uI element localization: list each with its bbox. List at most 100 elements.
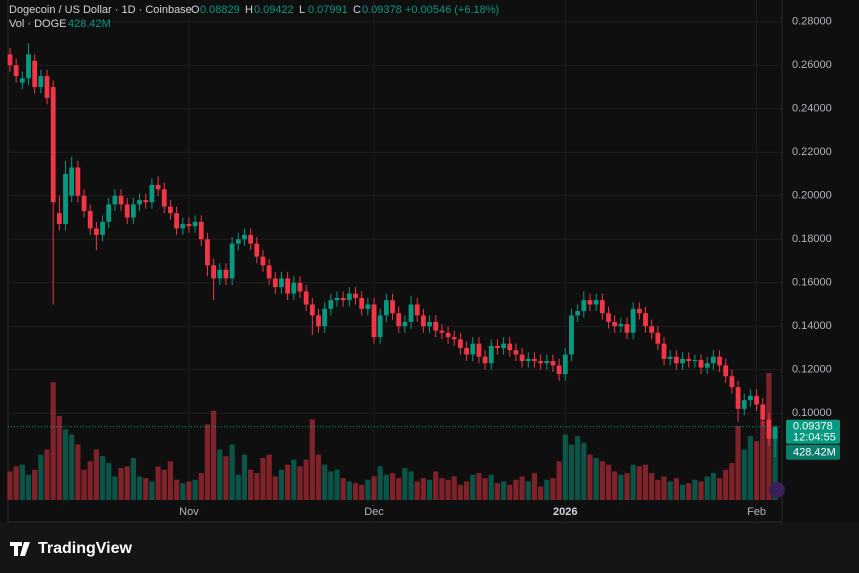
volume-bar <box>747 436 753 500</box>
candle-body <box>322 308 328 327</box>
volume-bar <box>93 449 99 500</box>
footer <box>0 522 859 573</box>
volume-bar <box>180 483 186 500</box>
ohlc-value: 0.09378 <box>362 4 402 16</box>
candle-body <box>698 359 704 368</box>
candle-body <box>328 300 334 309</box>
volume-bar <box>322 464 328 500</box>
x-tick-label: Dec <box>364 506 384 518</box>
volume-bar <box>19 464 25 500</box>
volume-bar <box>235 474 241 500</box>
volume-bar <box>285 464 291 500</box>
candle-body <box>630 308 636 333</box>
volume-bar <box>223 456 229 500</box>
candle-body <box>26 54 31 79</box>
volume-bar <box>488 474 494 500</box>
volume-bar <box>365 479 371 500</box>
candle-body <box>316 315 321 327</box>
candle-body <box>772 426 778 439</box>
candle-body <box>581 300 587 312</box>
candle-body <box>297 282 303 292</box>
candle-body <box>612 321 618 327</box>
candle-body <box>643 313 648 327</box>
candle-body <box>556 365 562 375</box>
volume-bar <box>556 461 562 500</box>
volume-bar <box>99 456 106 500</box>
volume-bar <box>599 461 605 500</box>
volume-bar <box>56 415 62 500</box>
volume-bar <box>735 425 741 500</box>
volume-bar <box>192 479 198 500</box>
y-tick-label: 0.18000 <box>792 233 832 245</box>
candle-body <box>168 206 173 214</box>
candle-body <box>710 356 716 364</box>
candle-body <box>538 361 544 364</box>
y-tick-label: 0.24000 <box>792 103 832 115</box>
candle-body <box>93 228 99 235</box>
volume-bar <box>544 479 550 500</box>
candle-body <box>56 213 62 225</box>
volume-bar <box>260 457 266 500</box>
candle-body <box>396 313 402 327</box>
candle-body <box>112 195 118 205</box>
candle-body <box>81 195 87 211</box>
candle-body <box>673 356 679 364</box>
volume-title: Vol · DOGE <box>9 18 66 30</box>
ohlc-name: H <box>245 4 253 16</box>
candle-body <box>587 300 593 305</box>
overlay-layer: Dogecoin / US Dollar · 1D · Coinbase Vol… <box>9 4 840 557</box>
candle-body <box>223 269 229 279</box>
volume-bar <box>50 382 56 500</box>
volume-bar <box>377 466 383 500</box>
volume-bar <box>303 459 309 500</box>
candle-body <box>562 354 568 375</box>
volume-bar <box>581 442 587 500</box>
volume-bar <box>772 427 778 500</box>
candle-body <box>729 376 735 388</box>
volume-bar <box>494 483 501 500</box>
volume-bar <box>723 469 729 500</box>
candle-body <box>754 395 759 405</box>
volume-bar <box>445 479 451 500</box>
candle-body <box>248 234 254 244</box>
candle-body <box>624 324 630 333</box>
volume-bar <box>525 481 531 500</box>
volume-bar <box>266 454 272 500</box>
volume-bar <box>112 476 118 500</box>
ohlc-name: C <box>353 4 361 16</box>
volume-bar <box>661 476 667 500</box>
x-tick-label: Feb <box>747 506 766 518</box>
candle-body <box>420 315 426 327</box>
candle-body <box>427 321 432 327</box>
volume-bar <box>451 476 457 500</box>
volume-bar <box>710 473 716 500</box>
volume-bar <box>136 476 143 500</box>
volume-bar <box>143 478 149 500</box>
volume-bar <box>204 424 211 500</box>
x-tick-label: Nov <box>179 506 199 518</box>
candle-body <box>464 348 469 355</box>
candle-body <box>525 358 531 362</box>
candle-body <box>655 332 661 344</box>
price-label-box <box>786 419 840 444</box>
candle-body <box>143 200 149 203</box>
volume-bar <box>81 469 87 500</box>
volume-bar <box>346 481 352 500</box>
brand: TradingView <box>38 540 133 557</box>
candle-body <box>303 291 309 305</box>
replay-icon[interactable] <box>769 482 785 498</box>
candle-body <box>414 304 420 316</box>
y-tick-label: 0.22000 <box>792 146 832 158</box>
candle-body <box>211 265 217 279</box>
price-label: 0.09378 <box>793 421 833 433</box>
volume-bar <box>538 486 544 500</box>
candle-body <box>445 332 451 338</box>
candle-body <box>13 65 19 77</box>
volume-bar <box>62 429 69 500</box>
volume-bar <box>482 478 488 500</box>
volume-bar <box>550 478 556 500</box>
volume-bar <box>359 484 365 500</box>
volume-bar <box>7 471 13 500</box>
volume-bar <box>211 410 217 500</box>
volume-bar <box>704 476 710 500</box>
